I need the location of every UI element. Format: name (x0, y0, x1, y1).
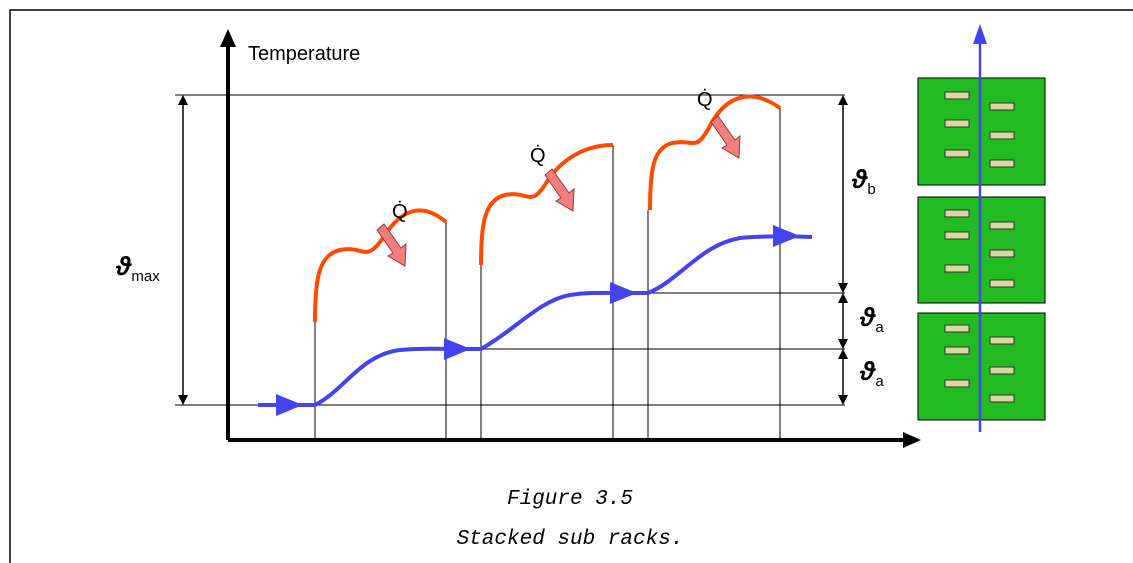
heat-label: Q̇ (530, 145, 546, 167)
coolant-curve (258, 234, 813, 407)
dimension-arrows (178, 95, 848, 405)
heat-arrows (376, 115, 741, 267)
heat-label: Q̇ (697, 89, 713, 111)
air-temperature-curves (313, 94, 782, 323)
figure-caption: Stacked sub racks. (457, 528, 684, 551)
sub-racks (917, 24, 1046, 432)
figure-number: Figure 3.5 (507, 488, 633, 511)
reference-lines (175, 94, 845, 440)
flow-arrowheads (276, 225, 800, 416)
frame (9, 9, 1133, 563)
theta-b: ϑb (851, 164, 876, 198)
heat-label: Q̇ (392, 201, 408, 223)
theta-max: ϑmax (115, 251, 160, 285)
y-axis-label: Temperature (248, 43, 360, 65)
theta-a: ϑa (859, 302, 884, 336)
theta-a: ϑa (859, 356, 884, 390)
